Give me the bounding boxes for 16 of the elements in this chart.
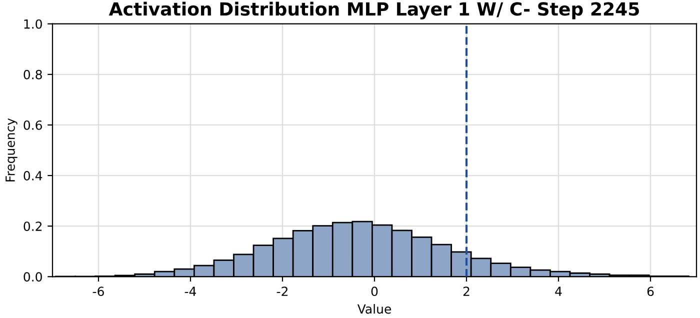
y-tick-label: 0.8 <box>24 70 42 80</box>
y-tick-label: 1.0 <box>24 19 42 29</box>
x-tick-label: -2 <box>276 286 288 296</box>
y-tick-label: 0.2 <box>24 222 42 232</box>
y-tick-label: 0.6 <box>24 120 42 130</box>
x-tick-label: 6 <box>647 286 654 296</box>
x-tick-label: 0 <box>371 286 378 296</box>
y-tick-label: 0.4 <box>24 171 42 180</box>
x-tick-label: -4 <box>184 286 196 296</box>
y-tick-label: 0.0 <box>24 272 42 282</box>
x-tick-label: -6 <box>92 286 104 296</box>
x-tick-label: 4 <box>555 286 562 296</box>
x-tick-label: 2 <box>463 286 470 296</box>
chart-title: Activation Distribution MLP Layer 1 W/ C- Step 2245 <box>108 2 639 20</box>
x-axis-title: Value <box>357 304 391 314</box>
y-axis-title: Frequency <box>6 118 18 182</box>
